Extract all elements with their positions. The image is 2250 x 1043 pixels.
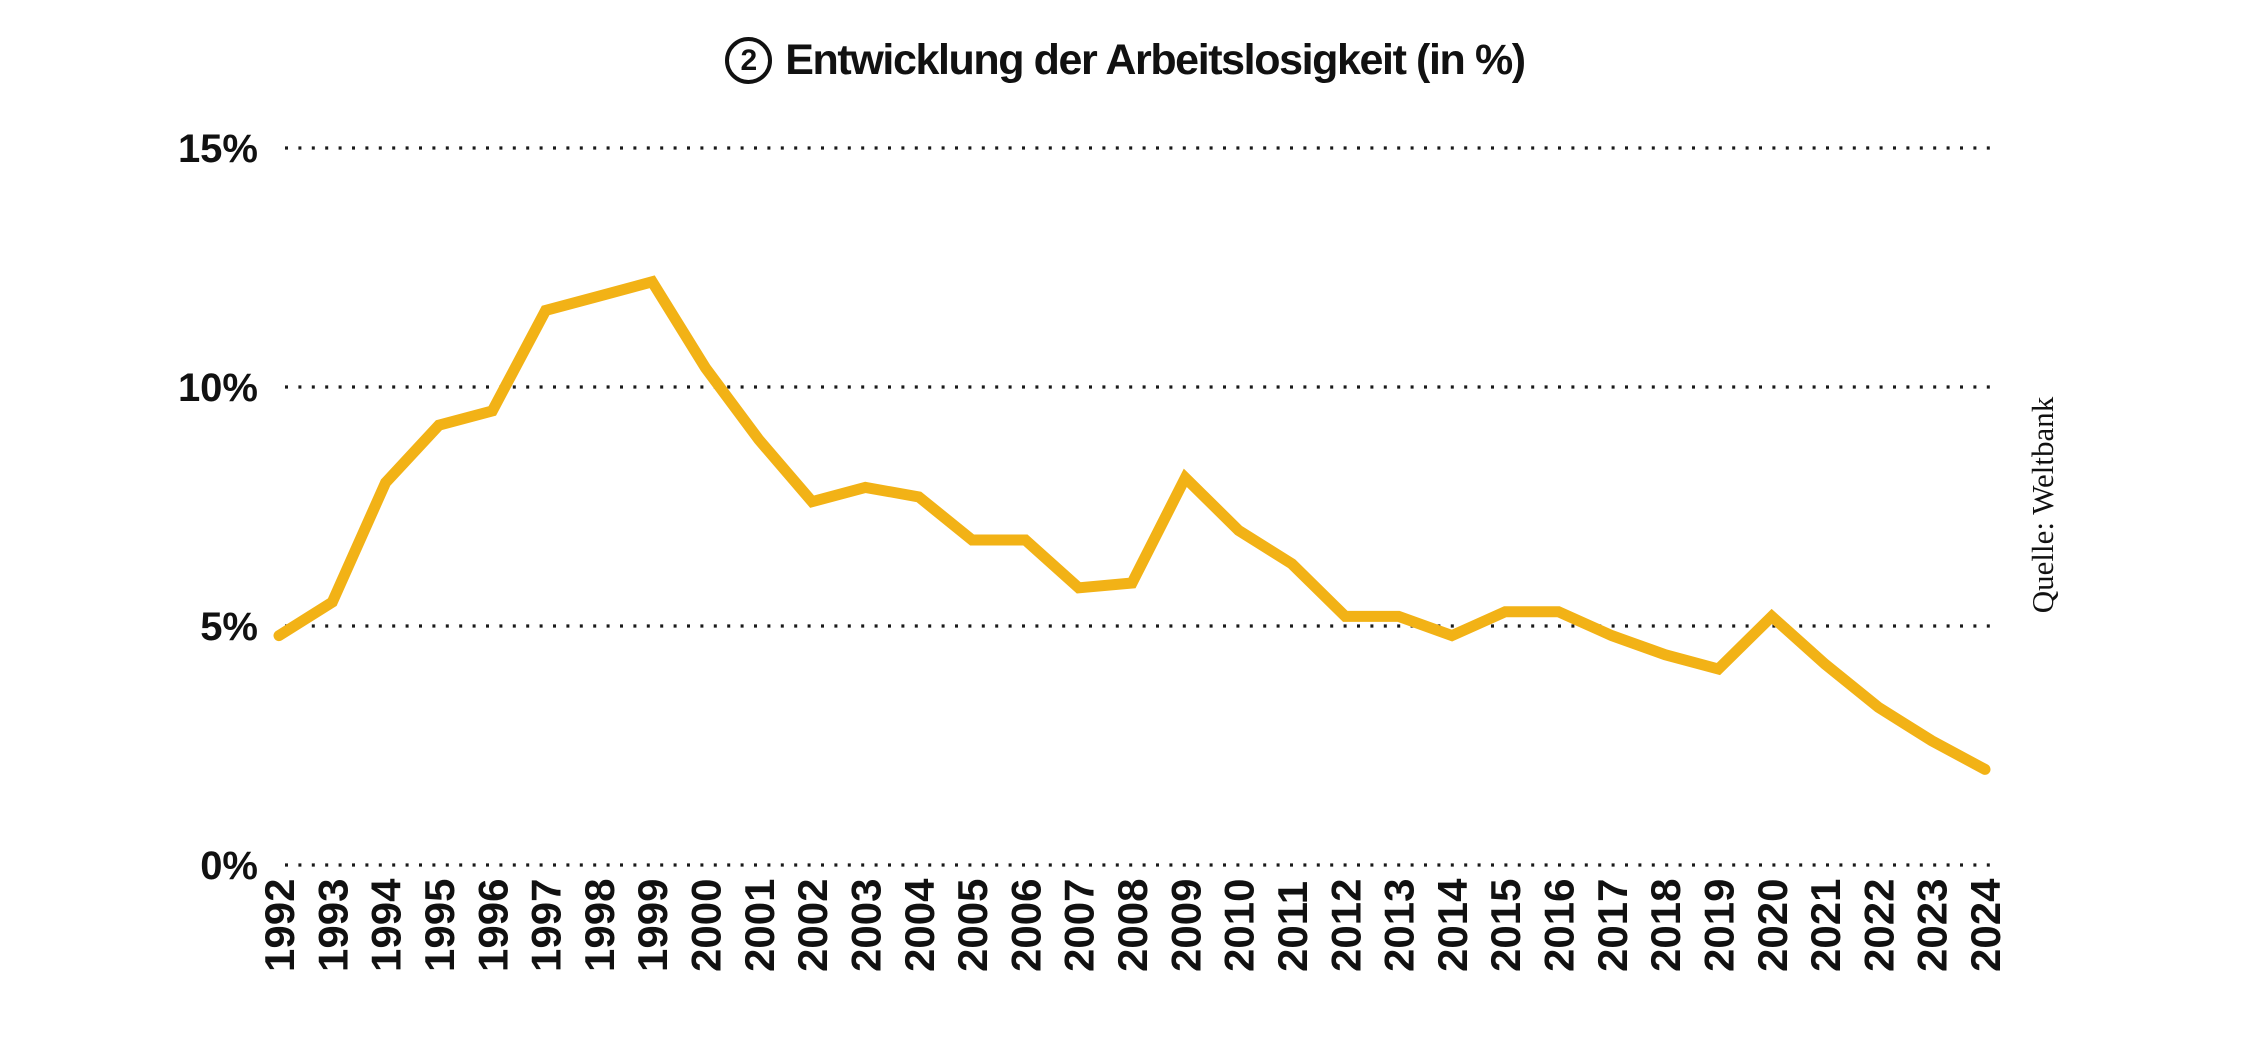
x-tick-label: 2018: [1642, 879, 1689, 972]
chart-number: 2: [740, 43, 758, 77]
chart-header: 2 Entwicklung der Arbeitslosigkeit (in %…: [0, 36, 2250, 85]
x-tick-label: 2001: [736, 879, 783, 972]
x-tick-label: 2007: [1056, 879, 1103, 972]
y-tick-label: 5%: [200, 605, 258, 649]
source-label: Quelle: Weltbank: [2025, 396, 2060, 614]
chart-number-badge: 2: [725, 37, 773, 84]
x-tick-label: 2016: [1536, 879, 1583, 972]
x-tick-label: 1993: [309, 879, 356, 972]
x-tick-label: 2022: [1855, 879, 1902, 972]
x-tick-label: 2024: [1962, 878, 2009, 972]
x-tick-label: 1995: [416, 879, 463, 972]
x-tick-label: 2004: [896, 878, 943, 972]
x-tick-label: 1996: [469, 879, 516, 972]
x-tick-label: 2012: [1322, 879, 1369, 972]
x-tick-label: 2003: [842, 879, 889, 972]
x-tick-label: 2011: [1269, 881, 1316, 972]
x-tick-label: 2020: [1749, 879, 1796, 972]
x-tick-label: 2023: [1909, 879, 1956, 972]
x-tick-label: 1999: [629, 879, 676, 972]
chart-title: Entwicklung der Arbeitslosigkeit (in %): [785, 36, 1526, 84]
x-tick-label: 2005: [949, 879, 996, 972]
x-tick-label: 1992: [256, 879, 303, 972]
y-tick-label: 0%: [200, 844, 258, 888]
x-tick-label: 1994: [363, 878, 410, 972]
x-tick-label: 2017: [1589, 879, 1636, 972]
y-tick-label: 15%: [178, 127, 258, 171]
x-tick-label: 2021: [1802, 879, 1849, 972]
x-tick-label: 2000: [683, 879, 730, 972]
x-tick-label: 2006: [1002, 879, 1049, 972]
x-tick-label: 2010: [1216, 879, 1263, 972]
x-tick-label: 2019: [1695, 879, 1742, 972]
y-tick-label: 10%: [178, 366, 258, 410]
x-tick-label: 2002: [789, 879, 836, 972]
x-tick-label: 1997: [523, 879, 570, 972]
x-tick-label: 2008: [1109, 879, 1156, 972]
x-tick-label: 1998: [576, 879, 623, 972]
unemployment-data-line: [273, 275, 1991, 775]
x-tick-label: 2013: [1376, 879, 1423, 972]
x-tick-label: 2014: [1429, 878, 1476, 972]
x-tick-label: 2015: [1482, 879, 1529, 972]
x-tick-label: 2009: [1162, 879, 1209, 972]
